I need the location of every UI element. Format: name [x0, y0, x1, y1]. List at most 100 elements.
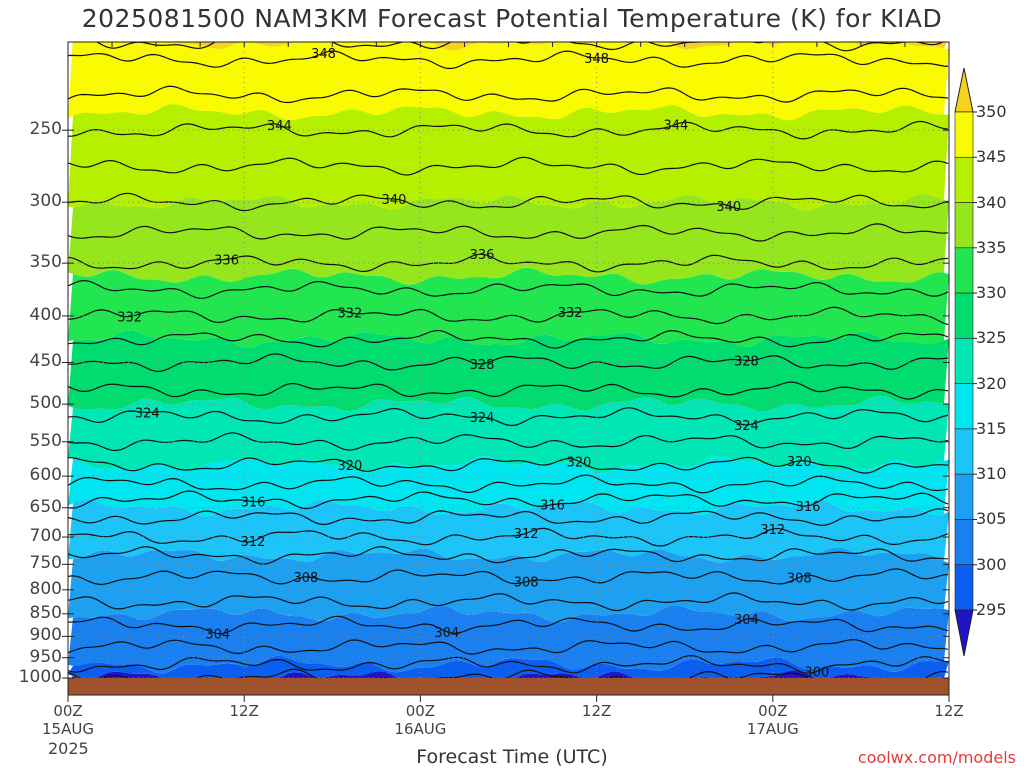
colorbar-segment — [954, 519, 974, 566]
contour-label: 328 — [734, 354, 759, 369]
y-tick-label: 350 — [29, 252, 62, 273]
contour-label: 304 — [434, 626, 459, 641]
y-tick-label: 500 — [29, 393, 62, 414]
contour-line — [68, 474, 949, 494]
temperature-band — [123, 42, 947, 51]
colorbar-label: 325 — [976, 328, 1007, 348]
y-tick-label: 850 — [29, 602, 62, 623]
y-tick-label: 700 — [29, 526, 62, 547]
contour-label: 304 — [734, 613, 759, 628]
temperature-bands — [68, 42, 949, 678]
contour-label: 344 — [267, 119, 292, 134]
colorbar-label: 300 — [976, 554, 1007, 574]
colorbar-bottom-arrow — [954, 609, 974, 657]
y-tick-label: 450 — [29, 351, 62, 372]
contour-label: 344 — [663, 118, 688, 133]
contour-label: 324 — [135, 406, 160, 421]
x-date-label: 16AUG — [394, 720, 447, 738]
colorbar-segment — [954, 338, 974, 384]
colorbar-label: 295 — [976, 600, 1007, 619]
x-tick-label: 00Z — [405, 702, 436, 720]
temperature-band — [71, 670, 944, 678]
y-tick-label: 300 — [29, 191, 62, 212]
colorbar-segment — [954, 156, 974, 203]
y-tick-label: 750 — [29, 553, 62, 574]
y-tick-label: 950 — [29, 646, 62, 667]
colorbar-label: 330 — [976, 283, 1007, 303]
temperature-band — [68, 547, 949, 623]
contour-line — [68, 490, 949, 510]
contour-line — [68, 120, 949, 140]
contour-line — [68, 508, 949, 526]
contour-label: 312 — [514, 527, 539, 542]
source-credit: coolwx.com/models — [857, 748, 1016, 767]
x-date-label: 15AUG — [42, 720, 94, 738]
temperature-band — [68, 605, 949, 674]
contour-label: 348 — [584, 52, 609, 67]
contour-label: 328 — [470, 358, 495, 373]
contour-line — [68, 527, 949, 547]
temperature-band — [68, 104, 949, 211]
axis-ticks — [62, 42, 950, 702]
x-axis-year: 2025 — [48, 739, 89, 758]
x-tick-label: 00Z — [758, 702, 788, 720]
colorbar-label: 305 — [976, 509, 1007, 529]
x-tick-label: 00Z — [53, 702, 83, 720]
contour-label: 336 — [214, 253, 239, 268]
contour-label: 324 — [734, 419, 759, 434]
contour-line — [68, 615, 949, 635]
contour-label: 308 — [514, 576, 539, 591]
contour-line — [68, 279, 949, 299]
x-tick-label: 12Z — [934, 702, 964, 720]
contour-label: 308 — [787, 571, 812, 586]
contour-line — [68, 223, 949, 242]
colorbar-segment — [954, 202, 974, 249]
colorbar-label: 345 — [976, 147, 1007, 167]
colorbar-label: 315 — [976, 418, 1007, 438]
colorbar-segment — [954, 247, 974, 294]
contour-label: 340 — [382, 193, 407, 208]
contour-line — [68, 329, 949, 349]
contour-label: 320 — [567, 455, 592, 470]
x-axis-title: Forecast Time (UTC) — [416, 746, 608, 768]
contour-label: 300 — [804, 665, 829, 680]
ground-strip — [68, 678, 949, 695]
colorbar-segment — [954, 111, 974, 158]
contour-label: 312 — [241, 535, 266, 550]
contour-line — [68, 432, 949, 452]
contour-label: 304 — [205, 628, 230, 643]
contour-line — [68, 654, 949, 674]
chart-title: 2025081500 NAM3KM Forecast Potential Tem… — [81, 4, 943, 33]
contour-lines — [68, 42, 949, 678]
y-tick-label: 650 — [29, 496, 62, 517]
y-tick-label: 250 — [29, 119, 62, 140]
colorbar-top-arrow — [954, 67, 974, 113]
colorbar-label: 335 — [976, 237, 1007, 257]
colorbar-label: 310 — [976, 464, 1007, 484]
y-tick-label: 600 — [29, 465, 62, 486]
contour-label: 336 — [470, 248, 495, 263]
contour-line — [68, 353, 949, 372]
contour-line — [68, 192, 949, 212]
temperature-band — [68, 499, 949, 563]
contour-line — [68, 546, 949, 565]
temperature-band — [68, 330, 949, 412]
x-tick-label: 12Z — [581, 702, 612, 720]
contour-label: 316 — [796, 500, 821, 515]
contour-line — [68, 381, 949, 400]
temperature-band — [68, 267, 949, 348]
colorbar-segment — [954, 383, 974, 430]
x-date-label: 17AUG — [746, 720, 799, 738]
y-tick-label: 550 — [29, 430, 62, 451]
colorbar-segment — [954, 564, 974, 611]
contour-label: 320 — [338, 459, 363, 474]
contour-label: 316 — [540, 499, 565, 514]
contour-label: 332 — [558, 306, 583, 321]
contour-label: 332 — [338, 307, 363, 322]
x-tick-label: 12Z — [229, 702, 259, 720]
contour-label: 340 — [716, 200, 741, 215]
contour-label: 312 — [760, 523, 785, 538]
temperature-band — [68, 395, 949, 474]
y-tick-label: 800 — [29, 578, 62, 599]
colorbar — [954, 67, 977, 657]
